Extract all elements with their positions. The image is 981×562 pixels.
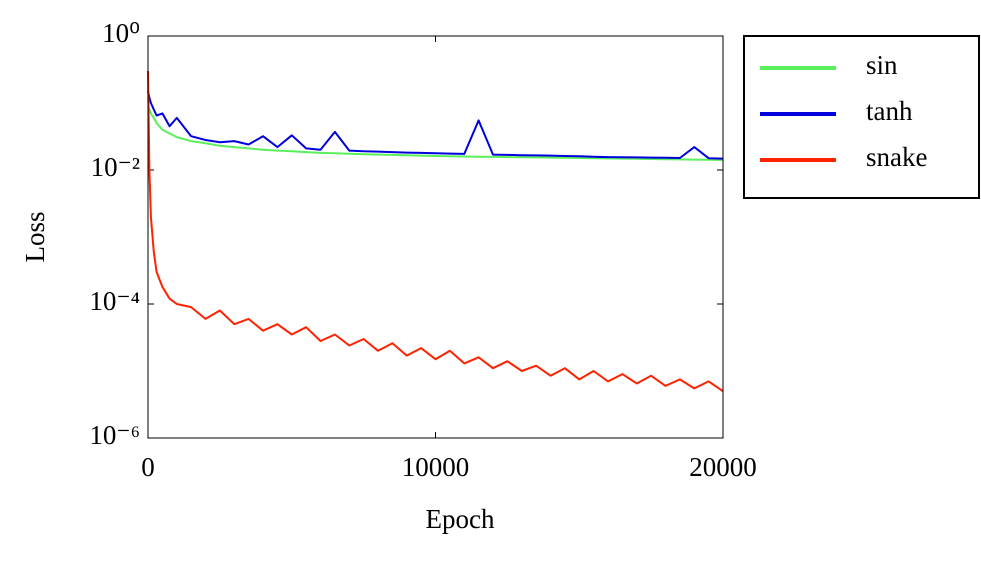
x-axis-label: Epoch bbox=[426, 504, 495, 534]
series-line bbox=[147, 105, 724, 161]
x-tick-label: 20000 bbox=[689, 452, 757, 482]
x-tick-label: 0 bbox=[141, 452, 155, 482]
legend-label: tanh bbox=[866, 96, 913, 126]
series-line bbox=[147, 90, 724, 160]
plot-frame bbox=[147, 35, 724, 439]
y-axis-label: Loss bbox=[20, 211, 50, 262]
y-tick-label: 10⁰ bbox=[102, 18, 140, 48]
legend-label: snake bbox=[866, 142, 927, 172]
legend-label: sin bbox=[866, 50, 898, 80]
x-tick-label: 10000 bbox=[402, 452, 470, 482]
y-tick-label: 10⁻⁶ bbox=[89, 420, 140, 450]
y-tick-label: 10⁻² bbox=[91, 152, 140, 182]
legend-box bbox=[743, 35, 980, 199]
series-line bbox=[147, 70, 724, 393]
y-tick-label: 10⁻⁴ bbox=[89, 286, 140, 316]
